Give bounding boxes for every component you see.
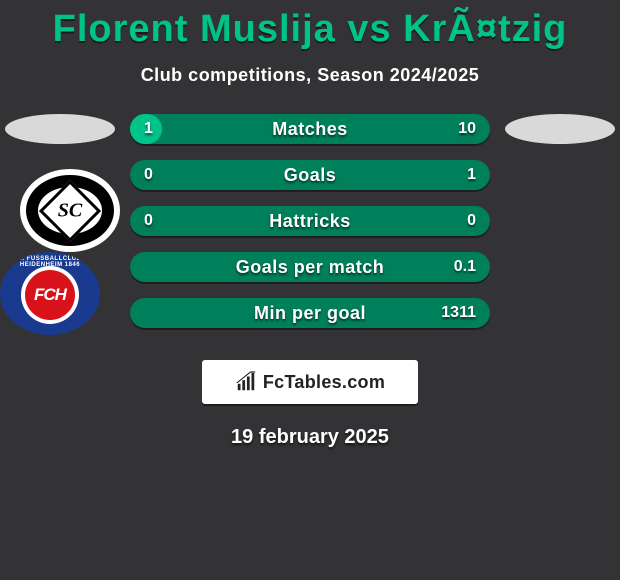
comparison-stage: SC 1. FUSSBALLCLUB HEIDENHEIM 1846 FCH 1… [0,114,620,354]
stat-right-value: 1311 [441,298,476,328]
brand-box[interactable]: FcTables.com [202,360,418,404]
stat-right-value: 1 [467,160,476,190]
stat-row: 1Matches10 [130,114,490,144]
stat-right-value: 0.1 [454,252,476,282]
page-title: Florent Muslija vs KrÃ¤tzig [0,0,620,51]
fc-heidenheim-badge: 1. FUSSBALLCLUB HEIDENHEIM 1846 FCH [0,252,100,335]
sc-freiburg-badge: SC [20,169,120,252]
stat-label: Matches [130,114,490,144]
stat-row: 0Goals1 [130,160,490,190]
heidenheim-monogram: FCH [34,285,66,305]
left-player-disc [5,114,115,144]
stat-label: Hattricks [130,206,490,236]
stat-label: Goals [130,160,490,190]
page-subtitle: Club competitions, Season 2024/2025 [0,65,620,86]
stat-rows: 1Matches100Goals10Hattricks0Goals per ma… [130,114,490,344]
stat-right-value: 0 [467,206,476,236]
stat-row: Goals per match0.1 [130,252,490,282]
date-text: 19 february 2025 [0,426,620,449]
stat-label: Goals per match [130,252,490,282]
stat-label: Min per goal [130,298,490,328]
bar-chart-icon [235,371,257,393]
stat-row: Min per goal1311 [130,298,490,328]
freiburg-monogram: SC [58,199,82,222]
stat-row: 0Hattricks0 [130,206,490,236]
stat-right-value: 10 [458,114,476,144]
right-player-disc [505,114,615,144]
brand-text: FcTables.com [263,372,385,393]
